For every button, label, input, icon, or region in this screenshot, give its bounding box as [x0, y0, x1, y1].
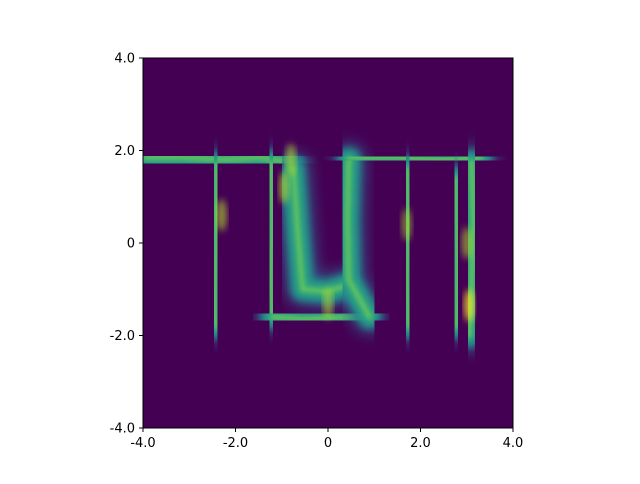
density-peak [464, 289, 475, 322]
density-peak [461, 227, 472, 259]
x-tick-label: 0 [324, 436, 332, 451]
x-tick-label: -4.0 [130, 436, 155, 451]
y-tick-label: 4.0 [114, 52, 135, 67]
density-stroke-m-middle [404, 167, 411, 329]
density-stroke-m-left [345, 157, 372, 319]
density-stroke-m-right-inner [453, 176, 460, 329]
y-axis: 4.0 2.0 0 -2.0 -4.0 [110, 52, 143, 437]
density-layer [143, 140, 498, 353]
density-peak [401, 208, 412, 241]
y-tick-label: 0 [127, 237, 135, 252]
density-peak [286, 143, 296, 176]
density-peak [216, 199, 227, 232]
x-tick-label: 2.0 [410, 436, 431, 451]
density-peak [279, 171, 290, 204]
density-stroke-u-left [268, 160, 275, 319]
density-stroke-t-stem [212, 162, 219, 329]
y-tick-label: 2.0 [114, 144, 135, 159]
x-axis: -4.0 -2.0 0 2.0 4.0 [130, 428, 523, 451]
x-tick-label: -2.0 [223, 436, 248, 451]
density-peak [323, 287, 333, 320]
y-tick-label: -2.0 [110, 329, 135, 344]
y-tick-label: -4.0 [110, 422, 135, 437]
x-tick-label: 4.0 [503, 436, 524, 451]
